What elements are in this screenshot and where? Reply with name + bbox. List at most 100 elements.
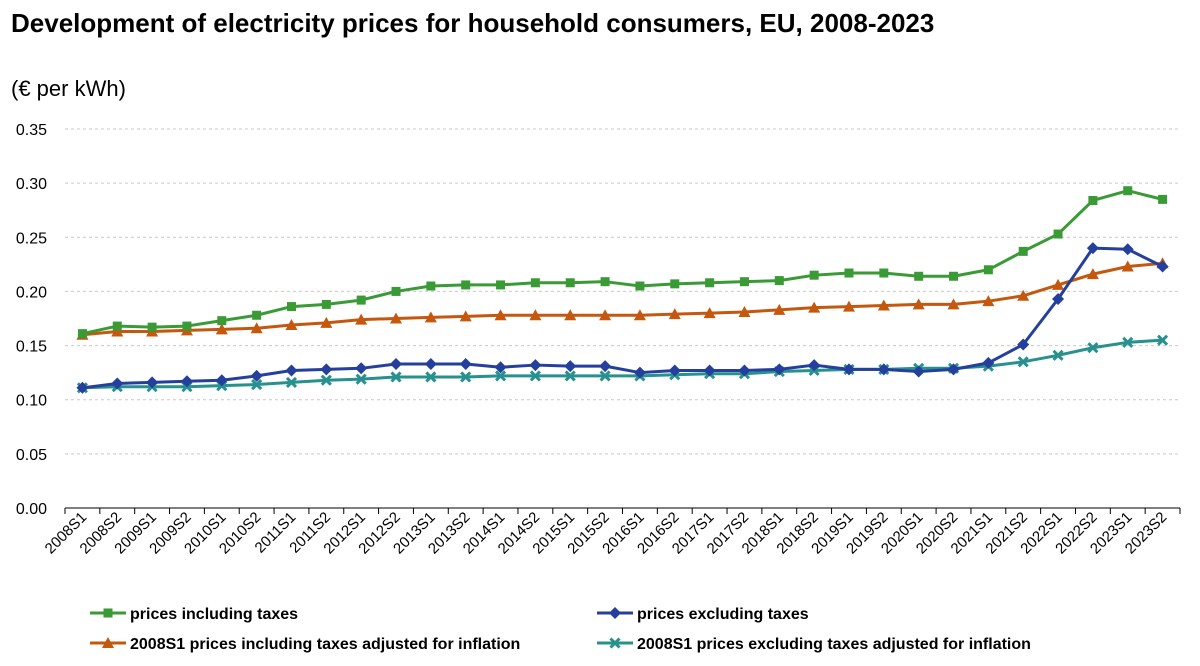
data-point <box>217 316 227 326</box>
data-point <box>424 311 437 323</box>
data-point <box>703 307 716 319</box>
data-point <box>738 364 751 377</box>
data-point <box>947 298 960 310</box>
data-point <box>1156 260 1169 273</box>
data-point <box>285 376 298 388</box>
data-point <box>494 370 507 382</box>
y-tick-label: 0.10 <box>16 393 47 410</box>
data-point <box>1017 338 1030 351</box>
data-point <box>321 299 331 309</box>
data-point <box>426 281 436 291</box>
data-point <box>215 374 228 387</box>
data-point <box>530 278 540 288</box>
data-point <box>635 281 645 291</box>
data-point <box>670 279 680 289</box>
series-2 <box>76 242 1169 394</box>
data-point <box>529 359 542 372</box>
y-tick-label: 0.20 <box>16 284 47 301</box>
x-axis: 2008S12008S22009S12009S22010S12010S22011… <box>42 507 1181 557</box>
data-point <box>424 357 437 370</box>
data-point <box>320 316 333 328</box>
data-point <box>1157 334 1169 346</box>
data-point <box>459 357 472 370</box>
data-point <box>1088 195 1098 205</box>
data-point <box>355 313 368 325</box>
series-3 <box>76 257 1169 340</box>
data-point <box>982 295 995 307</box>
data-point <box>599 370 611 382</box>
data-point <box>494 309 507 321</box>
data-point <box>1018 246 1028 256</box>
data-point <box>703 364 716 377</box>
y-tick-label: 0.25 <box>16 230 47 247</box>
data-point <box>391 286 401 296</box>
data-point <box>564 370 576 382</box>
data-point <box>564 309 577 321</box>
data-point <box>146 376 159 389</box>
y-tick-label: 0.15 <box>16 339 47 356</box>
legend-item-4: 2008S1 prices excluding taxes adjusted f… <box>597 636 1031 653</box>
legend: prices including taxes prices excluding t… <box>90 606 1031 653</box>
data-point <box>947 363 960 376</box>
data-point <box>147 322 157 332</box>
data-point <box>914 271 924 281</box>
data-point <box>738 306 751 318</box>
data-point <box>459 310 472 322</box>
data-point <box>529 370 541 382</box>
series-line <box>82 189 1163 336</box>
data-point <box>774 276 784 286</box>
data-point <box>182 321 192 331</box>
data-point <box>879 268 889 278</box>
data-point <box>844 268 854 278</box>
legend-label: 2008S1 prices excluding taxes adjusted f… <box>637 636 1031 653</box>
data-point <box>77 329 87 339</box>
data-point <box>599 309 612 321</box>
data-point <box>1052 278 1065 290</box>
data-point <box>1017 289 1030 301</box>
data-point <box>285 318 298 330</box>
series-group <box>76 186 1169 394</box>
data-point <box>877 299 890 311</box>
data-point <box>1158 194 1168 204</box>
series-4 <box>76 334 1169 394</box>
data-point <box>1087 342 1099 354</box>
data-point <box>460 371 472 383</box>
legend-marker <box>103 608 113 618</box>
data-point <box>564 360 577 373</box>
data-point <box>112 321 122 331</box>
legend-label: 2008S1 prices including taxes adjusted f… <box>130 636 520 653</box>
data-point <box>320 374 332 386</box>
data-point <box>877 363 890 376</box>
data-point <box>251 378 263 391</box>
legend-item-1: prices including taxes <box>90 606 298 623</box>
data-point <box>1121 260 1134 272</box>
data-point <box>76 381 89 394</box>
data-point <box>912 298 925 310</box>
series-1 <box>77 186 1168 339</box>
data-point <box>983 265 993 275</box>
data-point <box>390 357 403 370</box>
data-point <box>912 365 925 378</box>
data-point <box>773 363 786 376</box>
series-line <box>82 246 1164 390</box>
y-tick-label: 0.30 <box>16 176 47 193</box>
legend-item-3: 2008S1 prices including taxes adjusted f… <box>90 636 520 653</box>
y-tick-label: 0.00 <box>16 501 47 518</box>
data-point <box>808 301 821 313</box>
data-point <box>599 360 612 373</box>
data-point <box>668 364 681 377</box>
data-point <box>1017 356 1029 368</box>
data-point <box>982 356 995 369</box>
legend-marker <box>609 607 621 619</box>
data-point <box>180 375 193 388</box>
legend-marker <box>609 637 621 649</box>
data-point <box>668 308 681 320</box>
data-point <box>355 362 368 375</box>
data-point <box>111 377 124 390</box>
data-point <box>494 361 507 374</box>
data-point <box>111 325 124 337</box>
legend-label: prices including taxes <box>130 606 298 623</box>
data-point <box>285 364 298 377</box>
data-point <box>842 363 855 376</box>
